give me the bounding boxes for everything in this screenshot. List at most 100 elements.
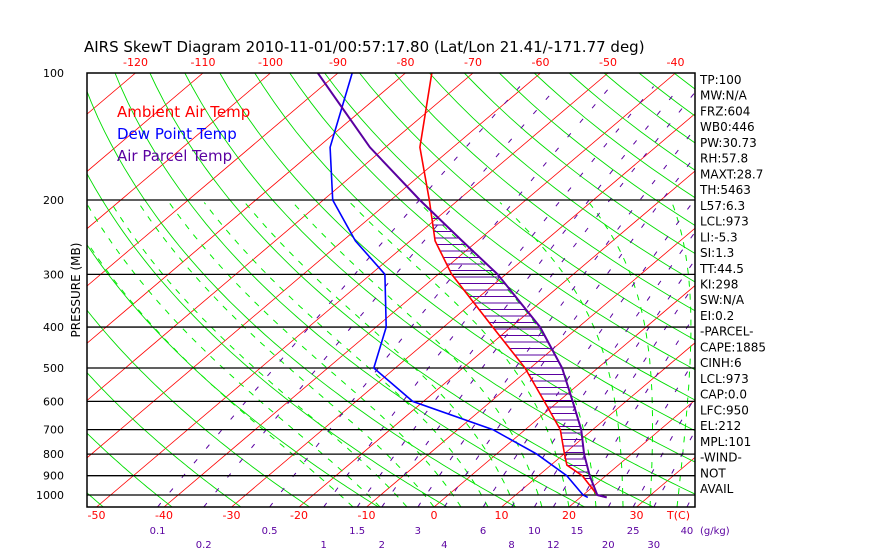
- mixing-ratio-line: [203, 86, 558, 507]
- stat-item: WB0:446: [700, 120, 755, 134]
- top-temp-tick-label: -80: [397, 56, 415, 69]
- isotherm-line: [0, 73, 1, 507]
- stat-item: SW:N/A: [700, 293, 745, 307]
- moist-adiabat-line: [168, 202, 462, 507]
- top-temp-tick-label: -120: [123, 56, 148, 69]
- stat-item: EI:0.2: [700, 309, 734, 323]
- isotherm-line: [772, 73, 870, 507]
- parcel-temp-line: [316, 73, 607, 499]
- isotherm-line: [87, 73, 271, 230]
- mixing-ratio-label: 8: [508, 540, 514, 551]
- bottom-temp-tick-label: -30: [223, 509, 241, 522]
- dry-adiabat-line: [463, 73, 695, 255]
- stat-item: MPL:101: [700, 435, 751, 449]
- stat-item: -PARCEL-: [700, 325, 754, 339]
- pressure-tick-label: 100: [43, 67, 64, 80]
- dry-adiabat-line: [87, 371, 242, 507]
- bottom-temp-tick-label: 20: [562, 509, 576, 522]
- legend-ambient: Ambient Air Temp: [117, 103, 250, 121]
- pressure-tick-label: 400: [43, 321, 64, 334]
- isobars: [87, 199, 695, 496]
- pressure-tick-label: 200: [43, 194, 64, 207]
- stat-item: TH:5463: [699, 183, 751, 197]
- chart-title: AIRS SkewT Diagram 2010-11-01/00:57:17.8…: [84, 38, 645, 56]
- mixing-ratio-line: [356, 86, 681, 507]
- stat-item: MAXT:28.7: [700, 167, 763, 181]
- isotherm-line: [87, 73, 136, 115]
- stat-item: RH:57.8: [700, 152, 748, 166]
- dry-adiabat-line: [87, 172, 448, 507]
- pressure-tick-label: 500: [43, 362, 64, 375]
- dry-adiabat-line: [394, 73, 695, 312]
- dry-adiabat-line: [149, 73, 654, 507]
- axis-labels: 0.10.20.511.5234681012152025304010020030…: [36, 56, 693, 551]
- top-temp-tick-label: -40: [667, 56, 685, 69]
- legend-dewpoint: Dew Point Temp: [117, 125, 237, 143]
- moist-adiabat-line: [499, 202, 624, 507]
- isotherm-line: [501, 342, 695, 507]
- moist-adiabat-line: [671, 202, 692, 507]
- dry-adiabat-line: [429, 73, 695, 283]
- mixing-ratio-line: [482, 198, 695, 507]
- stat-item: FRZ:604: [700, 104, 750, 118]
- dry-adiabat-line: [0, 73, 35, 507]
- mixing-ratio-line: [511, 231, 695, 507]
- moist-adiabat-line: [349, 202, 570, 507]
- dry-adiabat-line: [324, 73, 695, 371]
- profile-series: [316, 73, 607, 499]
- mixing-ratio-label: 10: [528, 526, 541, 537]
- mixing-ratio-line: [269, 86, 611, 507]
- stat-item: PW:30.73: [700, 136, 757, 150]
- mixing-ratio-label: 0.2: [196, 540, 212, 551]
- bottom-temp-tick-label: -40: [155, 509, 173, 522]
- top-temp-tick-label: -110: [191, 56, 216, 69]
- mixing-ratio-label: 20: [602, 540, 615, 551]
- dry-adiabat-line: [87, 309, 310, 507]
- bottom-temp-tick-label: 10: [495, 509, 509, 522]
- stat-item: TP:100: [699, 73, 742, 87]
- mixing-ratio-label: 2: [379, 540, 385, 551]
- stat-item: LCL:973: [700, 215, 749, 229]
- stat-item: NOT: [700, 466, 726, 480]
- legend: Ambient Air Temp Dew Point Temp Air Parc…: [117, 103, 250, 165]
- moist-adiabat-line: [87, 203, 381, 507]
- dry-adiabat-line: [779, 73, 870, 507]
- dry-adiabat-line: [87, 492, 104, 507]
- bottom-temp-tick-label: 30: [630, 509, 644, 522]
- top-temp-tick-label: -70: [464, 56, 482, 69]
- stat-item: LI:-5.3: [700, 230, 738, 244]
- mixing-ratio-line: [381, 91, 695, 507]
- mixing-ratio-label: 0.1: [150, 526, 166, 537]
- dry-adiabat-line: [114, 73, 585, 507]
- top-temp-tick-label: -60: [532, 56, 550, 69]
- dew-point-line: [329, 73, 589, 499]
- ambient-temp-line: [419, 73, 607, 499]
- moist-adiabat-line: [87, 241, 354, 507]
- bottom-temp-tick-label: -50: [88, 509, 106, 522]
- stat-item: KI:298: [700, 277, 738, 291]
- top-temp-tick-label: -90: [329, 56, 347, 69]
- dry-adiabat-line: [814, 73, 870, 507]
- mixing-ratio-unit: (g/kg): [700, 526, 730, 537]
- pressure-tick-label: 900: [43, 470, 64, 483]
- isotherm-line: [87, 73, 541, 459]
- isotherm-line: [163, 73, 676, 507]
- top-temp-tick-label: -50: [599, 56, 617, 69]
- stat-item: LFC:950: [700, 403, 749, 417]
- stat-item: -WIND-: [700, 451, 742, 465]
- pressure-tick-label: 600: [43, 395, 64, 408]
- isotherm-line: [87, 73, 474, 402]
- stat-item: CAP:0.0: [700, 388, 747, 402]
- plot-frame: [86, 72, 696, 508]
- moist-adiabat-line: [244, 202, 516, 507]
- stat-item: L57:6.3: [700, 199, 745, 213]
- top-temp-tick-label: -100: [258, 56, 283, 69]
- mixing-ratio-label: 4: [441, 540, 447, 551]
- mixing-ratio-label: 40: [681, 526, 694, 537]
- x-axis-label: T(C): [666, 509, 690, 522]
- moist-adiabat-line: [137, 202, 435, 507]
- bottom-temp-tick-label: -20: [290, 509, 308, 522]
- pressure-tick-label: 700: [43, 424, 64, 437]
- mixing-ratio-label: 1.5: [349, 526, 365, 537]
